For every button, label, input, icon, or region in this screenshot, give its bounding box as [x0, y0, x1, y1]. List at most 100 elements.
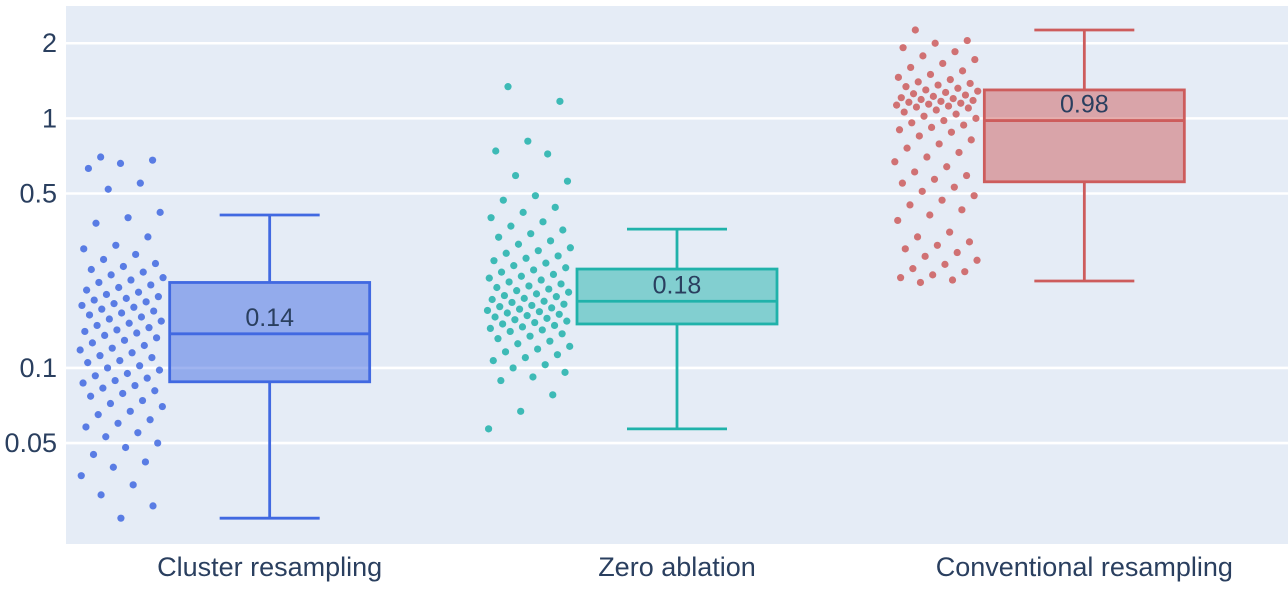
strip-point[interactable] — [950, 183, 958, 191]
strip-point[interactable] — [158, 402, 166, 411]
strip-point[interactable] — [133, 329, 141, 337]
strip-point[interactable] — [97, 491, 105, 499]
box-rect[interactable] — [982, 88, 1186, 184]
strip-point[interactable] — [529, 373, 537, 381]
strip-point[interactable] — [550, 321, 559, 330]
strip-point[interactable] — [99, 384, 107, 392]
strip-point[interactable] — [897, 94, 905, 102]
strip-point[interactable] — [116, 159, 125, 167]
strip-point[interactable] — [124, 214, 132, 222]
strip-point[interactable] — [548, 304, 556, 312]
strip-point[interactable] — [146, 416, 154, 424]
strip-point[interactable] — [903, 144, 911, 152]
strip-point[interactable] — [894, 73, 902, 81]
strip-point[interactable] — [942, 88, 950, 97]
strip-point[interactable] — [120, 336, 129, 344]
strip-point[interactable] — [532, 290, 541, 298]
strip-point[interactable] — [538, 326, 546, 334]
strip-point[interactable] — [938, 196, 946, 204]
strip-point[interactable] — [121, 443, 130, 452]
strip-point[interactable] — [149, 502, 157, 510]
strip-point[interactable] — [901, 245, 909, 253]
strip-point[interactable] — [117, 514, 125, 522]
strip-point[interactable] — [85, 311, 94, 319]
strip-point[interactable] — [948, 276, 957, 284]
strip-point[interactable] — [930, 175, 939, 183]
strip-point[interactable] — [96, 352, 104, 360]
strip-point[interactable] — [949, 95, 957, 103]
strip-point[interactable] — [898, 179, 906, 187]
strip-point[interactable] — [484, 425, 493, 433]
strip-point[interactable] — [929, 92, 937, 100]
strip-point[interactable] — [549, 391, 557, 399]
strip-point[interactable] — [136, 179, 144, 187]
strip-point[interactable] — [508, 298, 516, 307]
strip-point[interactable] — [134, 429, 142, 437]
strip-point[interactable] — [128, 349, 136, 357]
strip-point[interactable] — [76, 346, 84, 354]
strip-point[interactable] — [501, 348, 510, 356]
strip-point[interactable] — [556, 97, 564, 105]
strip-point[interactable] — [526, 332, 534, 340]
strip-point[interactable] — [87, 392, 95, 400]
strip-point[interactable] — [497, 268, 506, 276]
strip-point[interactable] — [953, 248, 961, 257]
strip-point[interactable] — [551, 203, 559, 211]
strip-point[interactable] — [907, 63, 915, 72]
strip-point[interactable] — [911, 168, 919, 176]
strip-point[interactable] — [899, 44, 907, 52]
strip-point[interactable] — [125, 319, 133, 327]
strip-point[interactable] — [554, 252, 562, 260]
strip-point[interactable] — [138, 396, 147, 405]
strip-point[interactable] — [973, 256, 981, 264]
strip-point[interactable] — [148, 353, 156, 362]
strip-point[interactable] — [970, 192, 978, 200]
strip-point[interactable] — [80, 245, 88, 253]
strip-point[interactable] — [92, 219, 100, 227]
strip-point[interactable] — [89, 450, 98, 459]
strip-point[interactable] — [157, 317, 165, 325]
strip-point[interactable] — [534, 345, 542, 353]
strip-point[interactable] — [148, 156, 157, 164]
strip-point[interactable] — [82, 423, 90, 431]
strip-point[interactable] — [504, 83, 512, 91]
strip-point[interactable] — [141, 458, 150, 466]
strip-point[interactable] — [91, 372, 99, 380]
strip-point[interactable] — [549, 270, 558, 279]
box-rect[interactable] — [575, 267, 779, 326]
strip-point[interactable] — [113, 326, 121, 334]
strip-point[interactable] — [499, 196, 507, 204]
strip-point[interactable] — [87, 265, 95, 274]
strip-point[interactable] — [972, 114, 980, 122]
strip-point[interactable] — [139, 268, 147, 276]
strip-point[interactable] — [145, 324, 153, 332]
strip-point[interactable] — [531, 318, 539, 327]
strip-point[interactable] — [119, 262, 127, 271]
strip-point[interactable] — [946, 228, 954, 236]
strip-point[interactable] — [971, 55, 979, 64]
strip-point[interactable] — [535, 308, 544, 316]
strip-point[interactable] — [564, 288, 573, 296]
strip-point[interactable] — [131, 381, 139, 390]
strip-point[interactable] — [496, 303, 504, 311]
strip-point[interactable] — [566, 244, 574, 252]
strip-point[interactable] — [528, 301, 536, 310]
strip-point[interactable] — [514, 240, 523, 248]
strip-point[interactable] — [142, 298, 150, 306]
strip-point[interactable] — [927, 123, 936, 132]
strip-point[interactable] — [490, 257, 498, 265]
strip-point[interactable] — [156, 208, 164, 216]
strip-point[interactable] — [489, 356, 497, 365]
strip-point[interactable] — [136, 362, 144, 370]
strip-point[interactable] — [914, 78, 922, 86]
strip-point[interactable] — [900, 108, 908, 116]
strip-point[interactable] — [926, 70, 935, 79]
strip-point[interactable] — [915, 132, 923, 140]
strip-point[interactable] — [111, 376, 119, 385]
strip-point[interactable] — [952, 110, 960, 118]
strip-point[interactable] — [500, 291, 509, 300]
strip-point[interactable] — [513, 287, 521, 295]
strip-point[interactable] — [94, 411, 102, 419]
strip-point[interactable] — [961, 268, 969, 276]
strip-point[interactable] — [905, 98, 913, 106]
